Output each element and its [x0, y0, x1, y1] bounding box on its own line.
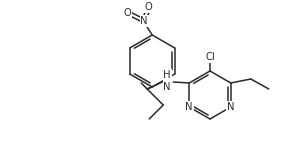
Text: N: N	[140, 16, 148, 26]
Text: N: N	[227, 102, 235, 112]
Text: O: O	[123, 8, 131, 18]
Text: N: N	[186, 102, 193, 112]
Text: Cl: Cl	[205, 52, 215, 62]
Text: O: O	[144, 2, 152, 12]
Text: H
N: H N	[164, 70, 171, 92]
